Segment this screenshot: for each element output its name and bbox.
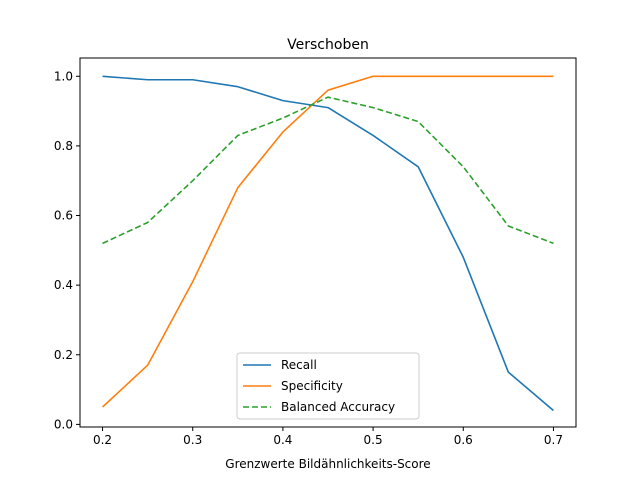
y-tick-label: 0.4: [54, 278, 73, 292]
legend-frame: [236, 352, 420, 420]
y-tick-label: 0.0: [54, 417, 73, 431]
x-tick-label: 0.5: [364, 433, 383, 447]
y-tick-label: 0.2: [54, 348, 73, 362]
chart-title: Verschoben: [287, 37, 369, 53]
y-axis-ticks: 0.0 0.2 0.4 0.6 0.8 1.0: [54, 69, 80, 431]
y-tick-label: 0.6: [54, 209, 73, 223]
x-tick-label: 0.6: [454, 433, 473, 447]
x-tick-label: 0.3: [183, 433, 202, 447]
legend: Recall Specificity Balanced Accuracy: [236, 352, 420, 420]
series-lines: [102, 75, 554, 412]
series-line-balanced-accuracy: [102, 96, 554, 245]
legend-label: Balanced Accuracy: [281, 400, 395, 414]
y-tick-label: 0.8: [54, 139, 73, 153]
series-line-specificity: [102, 75, 554, 408]
y-tick-label: 1.0: [54, 69, 73, 83]
x-axis-ticks: 0.2 0.3 0.4 0.5 0.6 0.7: [93, 427, 563, 447]
legend-label: Recall: [281, 358, 317, 372]
axes-frame: [79, 57, 577, 428]
x-tick-label: 0.4: [273, 433, 292, 447]
x-axis-label: Grenzwerte Bildähnlichkeits-Score: [225, 457, 430, 471]
legend-label: Specificity: [281, 379, 343, 393]
x-tick-label: 0.7: [544, 433, 563, 447]
x-tick-label: 0.2: [93, 433, 112, 447]
series-line-recall: [102, 75, 554, 412]
